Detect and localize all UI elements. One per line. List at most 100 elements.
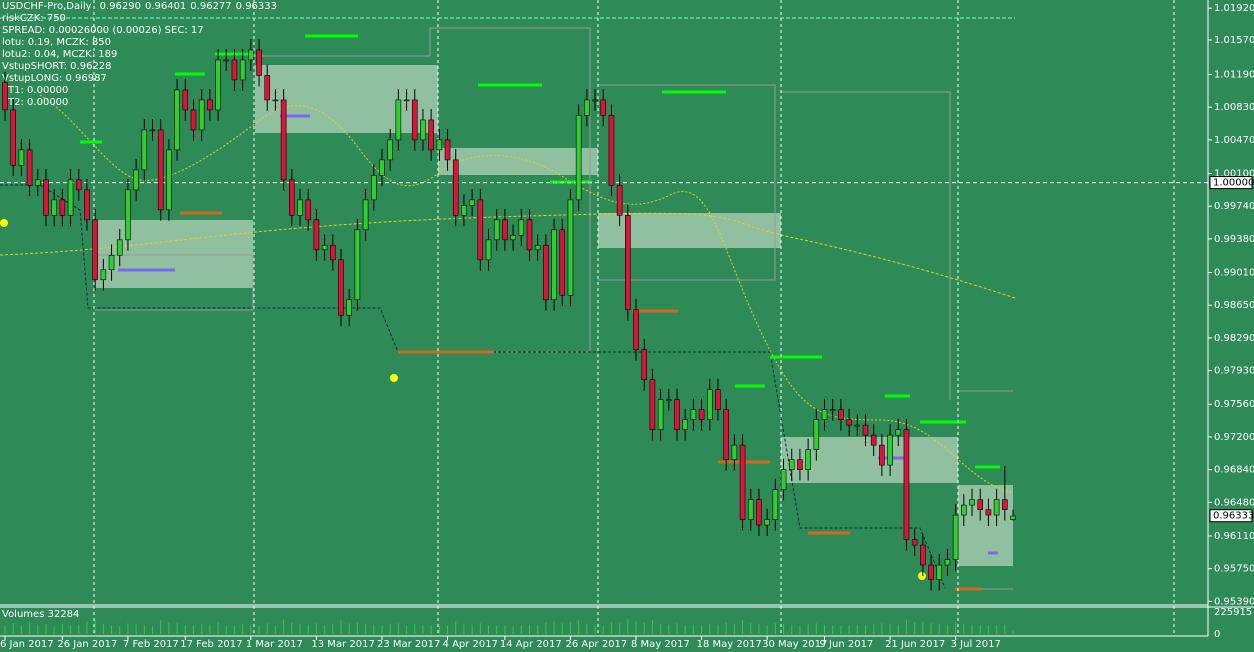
candle-body [157, 129, 164, 211]
candle-body [248, 49, 254, 61]
x-tick-label: 6 Jan 2017 [0, 639, 54, 650]
x-tick-label: 26 Apr 2017 [565, 639, 627, 650]
info-line: VstupLONG: 0.96987 [2, 73, 107, 84]
candle-body [870, 434, 877, 446]
x-tick-label: 7 Feb 2017 [123, 639, 179, 650]
candle-body [149, 129, 156, 132]
candle-body [813, 419, 820, 450]
candle-body [936, 564, 943, 580]
candle-body [559, 229, 566, 296]
candle-body [510, 234, 516, 241]
candle-body [289, 179, 295, 216]
candle-body [1002, 499, 1008, 510]
candle-body [305, 199, 312, 221]
candle-body [272, 99, 279, 102]
info-panel: USDCHF-Pro,Daily 0.96290 0.96401 0.96277 0.9… [2, 1, 277, 12]
candle-body [666, 399, 672, 401]
ohlc-value: 0.96401 [145, 1, 186, 12]
candle-body [75, 179, 82, 191]
candle-body [346, 299, 352, 316]
candle-body [395, 99, 402, 141]
candle-body [10, 109, 16, 166]
candle-body [690, 409, 697, 420]
x-tick-label: 13 Mar 2017 [311, 639, 374, 650]
y-tick-label: 1.01570 [1214, 35, 1254, 46]
candle-body [805, 449, 811, 470]
candle-body [633, 309, 639, 351]
y-tick-label: 0.96480 [1214, 497, 1254, 508]
candle-body [838, 409, 844, 420]
candle-body [747, 499, 754, 520]
candle-body [674, 399, 680, 430]
y-tick-label: 1.00830 [1214, 102, 1254, 113]
candle-body [543, 244, 549, 301]
candle-body [526, 219, 533, 251]
candle-body [108, 254, 115, 271]
candle-body [551, 229, 557, 301]
candle-body [698, 409, 705, 420]
candle-body [34, 179, 41, 186]
candle-body [370, 175, 377, 201]
current-price-box [1209, 509, 1253, 523]
x-tick-label: 30 May 2017 [762, 639, 827, 650]
candle-body [788, 459, 795, 470]
candle-body [625, 214, 631, 311]
candle-body [321, 244, 328, 251]
x-tick-label: 17 Feb 2017 [180, 639, 242, 650]
x-tick-label: 23 Mar 2017 [377, 639, 440, 650]
candle-body [215, 59, 221, 111]
candle-body [575, 115, 582, 201]
candle-body [436, 139, 443, 151]
arrow-icons [0, 219, 926, 580]
info-line: PT1: 0.00000 [2, 85, 68, 96]
candle-body [403, 99, 410, 102]
candle-body [26, 149, 33, 186]
candle-body [297, 199, 303, 216]
candle-body [84, 189, 90, 221]
candle-body [911, 539, 918, 546]
signal-segments [80, 34, 1000, 591]
candle-body [116, 239, 123, 256]
info-line: riskCZK: 750 [2, 13, 66, 24]
candle-body [182, 89, 189, 111]
y-tick-label: 0.98290 [1214, 333, 1254, 344]
y-tick-label: 0.95390 [1214, 596, 1254, 607]
candle-body [67, 179, 74, 216]
candle-body [993, 499, 1000, 516]
candle-body [723, 409, 729, 460]
candle-body [387, 139, 393, 161]
candle-body [190, 109, 197, 131]
candle-body [952, 514, 959, 560]
candle-body [313, 219, 320, 251]
candle-body [797, 459, 803, 470]
y-tick-label: 0.97930 [1214, 366, 1254, 377]
candle-body [518, 219, 525, 236]
candle-body [125, 189, 131, 241]
x-tick-label: 18 May 2017 [697, 639, 762, 650]
candle-body [821, 409, 828, 420]
candle-body [567, 199, 574, 296]
candle-body [920, 544, 926, 566]
info-line: VstupSHORT: 0.96228 [2, 61, 112, 72]
candle-body [198, 99, 205, 131]
candle-body [485, 239, 492, 261]
x-tick-label: 8 May 2017 [631, 639, 690, 650]
info-line: SPREAD: 0.00026000 (0.00026) SEC: 17 [2, 25, 204, 36]
candle-body [616, 185, 623, 216]
x-tick-label: 26 Jan 2017 [57, 639, 117, 650]
volume-tick-label: 225915 [1214, 607, 1252, 618]
candle-body [846, 419, 852, 426]
candle-body [600, 99, 607, 116]
candle-body [739, 444, 746, 520]
candle-body [362, 199, 369, 231]
y-tick-label: 0.99010 [1214, 268, 1254, 279]
candle-body [207, 99, 213, 111]
symbol-name: USDCHF-Pro,Daily [2, 1, 92, 12]
x-tick-label: 3 Jul 2017 [951, 639, 1001, 650]
candle-body [133, 169, 139, 191]
candle-body [928, 564, 934, 580]
candle-body [280, 99, 287, 181]
candle-body [756, 499, 762, 526]
